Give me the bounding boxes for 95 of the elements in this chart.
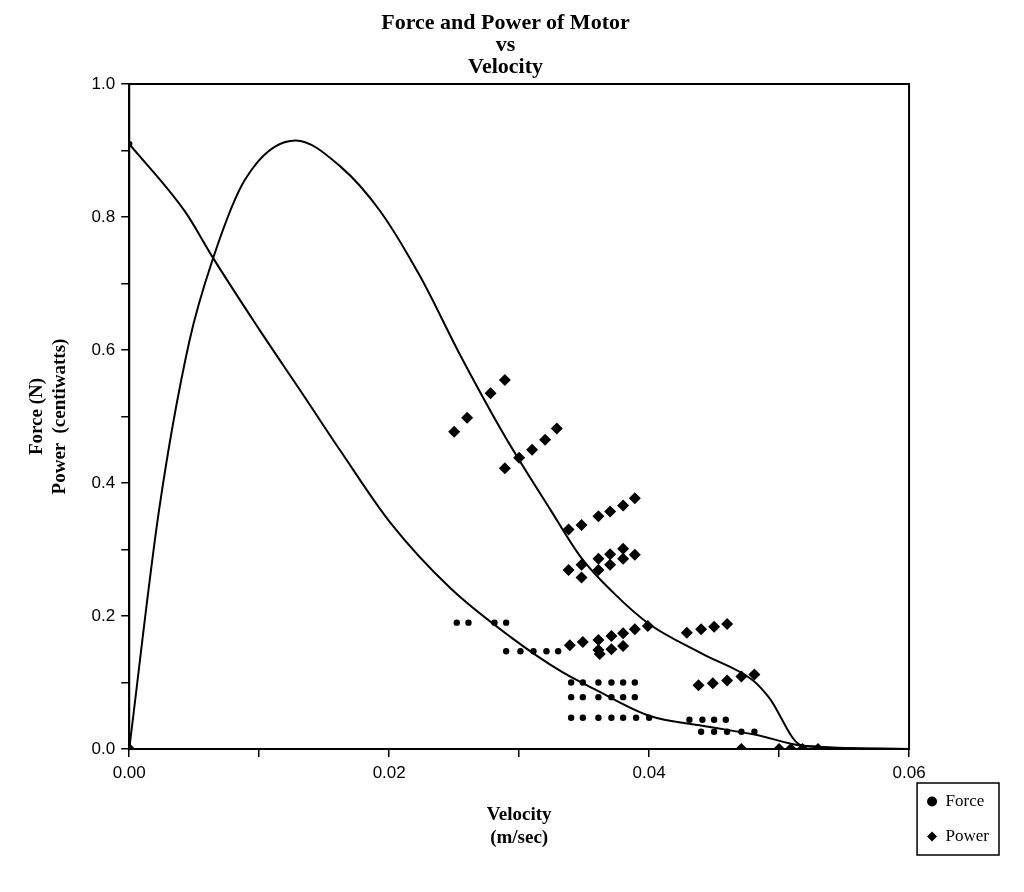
point: [710, 716, 718, 723]
point: [448, 425, 461, 438]
y-tick-label: 0.4: [91, 472, 116, 492]
point: [592, 564, 605, 577]
point: [608, 679, 615, 686]
x-tick-label: 0.06: [892, 762, 926, 782]
y-tick-label: 0.0: [91, 738, 116, 758]
point: [617, 499, 630, 512]
point: [751, 728, 758, 735]
point: [513, 451, 526, 464]
y-axis-title: Force (N) Power (centiwatts): [25, 338, 71, 495]
point: [526, 443, 539, 456]
point: [498, 373, 511, 386]
legend-label: Power: [945, 825, 990, 845]
point: [699, 716, 706, 723]
point: [530, 648, 537, 655]
point: [539, 433, 552, 446]
point: [595, 714, 602, 721]
point: [628, 492, 641, 505]
point: [680, 626, 693, 639]
point: [604, 548, 617, 561]
point: [608, 693, 615, 701]
point: [735, 670, 748, 683]
point: [697, 728, 705, 735]
point: [453, 619, 460, 626]
point: [484, 387, 497, 400]
point: [576, 635, 589, 648]
point: [562, 564, 575, 577]
point: [543, 648, 550, 655]
point: [517, 648, 524, 655]
point: [710, 728, 718, 735]
point: [617, 552, 630, 565]
point: [617, 627, 630, 640]
point: [498, 462, 511, 475]
point: [619, 693, 627, 701]
point: [631, 679, 639, 686]
point: [465, 619, 472, 626]
point: [645, 714, 653, 721]
y-tick-label: 1.0: [91, 73, 116, 93]
point: [722, 716, 729, 723]
legend-label: Force: [945, 790, 985, 810]
y-tick-label: 0.2: [91, 605, 116, 625]
point: [708, 620, 721, 633]
x-tick-label: 0.04: [632, 762, 666, 782]
point: [567, 679, 575, 686]
y-tick-label: 0.6: [91, 339, 116, 359]
point: [738, 728, 745, 735]
point: [617, 542, 630, 555]
point: [605, 643, 618, 656]
point: [723, 728, 731, 735]
point: [605, 629, 618, 642]
point: [619, 679, 627, 686]
point: [575, 558, 588, 571]
point: [721, 674, 734, 687]
point: [491, 619, 498, 626]
chart-title: Force and Power of Motor vs Velocity: [381, 8, 630, 78]
point: [748, 668, 761, 681]
point: [579, 693, 587, 701]
point: [579, 714, 587, 721]
point: [608, 714, 615, 721]
point: [631, 693, 639, 701]
point: [579, 679, 587, 686]
x-tick-label: 0.00: [112, 762, 146, 782]
point: [554, 648, 562, 655]
point: [619, 714, 627, 721]
point: [502, 619, 510, 626]
x-tick-label: 0.02: [372, 762, 406, 782]
point: [632, 714, 640, 721]
point: [617, 639, 630, 652]
point: [461, 411, 474, 424]
point: [692, 679, 705, 692]
point: [575, 518, 588, 531]
y-tick-label: 0.8: [91, 206, 116, 226]
point: [604, 558, 617, 571]
point: [695, 623, 708, 636]
point: [575, 571, 588, 584]
point: [628, 623, 641, 636]
point: [562, 523, 575, 536]
point: [592, 552, 605, 565]
point: [567, 714, 575, 721]
point: [595, 693, 602, 701]
point: [550, 422, 563, 435]
point: [706, 677, 719, 690]
point: [604, 505, 617, 518]
point: [502, 648, 510, 655]
point: [686, 716, 693, 723]
point: [592, 633, 605, 646]
point: [595, 679, 602, 686]
x-axis-title: Velocity (m/sec): [486, 802, 553, 848]
point: [641, 619, 654, 632]
point: [563, 639, 576, 652]
point: [592, 510, 605, 523]
point: [721, 617, 734, 630]
point: [628, 548, 641, 561]
point: [567, 693, 575, 701]
